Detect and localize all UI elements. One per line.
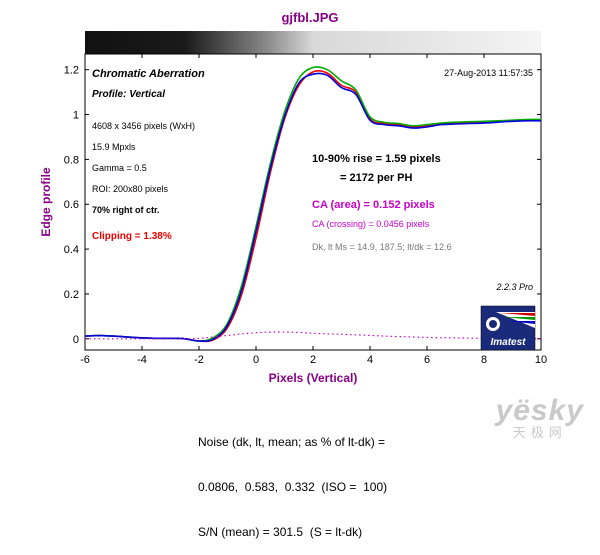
plot-area bbox=[84, 53, 542, 351]
annotation-heading: Chromatic Aberration bbox=[92, 68, 205, 80]
chart-svg: gjfbl.JPG -6 -4 -2 0 2 4 6 8 10 0 0.2 0.4 0.6 0.8 1 1.2… bbox=[39, 10, 547, 385]
annotation-gamma: Gamma = 0.5 bbox=[92, 163, 147, 173]
chart-figure: gjfbl.JPG -6 -4 -2 0 2 4 6 8 10 0 0.2 0.4 0.6 0.8 1 1.2… bbox=[39, 10, 584, 539]
annotation-roi: ROI: 200x80 pixels bbox=[92, 184, 169, 194]
chart-title: gjfbl.JPG bbox=[281, 10, 338, 25]
series-lines bbox=[84, 66, 542, 343]
noise-line-2: 0.0806, 0.583, 0.332 (ISO = 100) bbox=[198, 480, 388, 494]
y-tick-label: 0.4 bbox=[64, 244, 79, 256]
x-tick-label: 2 bbox=[310, 354, 316, 366]
watermark: yësky 天极网 bbox=[496, 396, 584, 440]
y-tick-label: 0 bbox=[73, 334, 79, 346]
noise-block: Noise (dk, lt, mean; as % of lt-dk) = 0.… bbox=[198, 405, 387, 555]
y-tick-label: 0.2 bbox=[64, 289, 79, 301]
logo-text: Imatest bbox=[490, 337, 526, 348]
x-tick-label: 8 bbox=[481, 354, 487, 366]
grayscale-strip bbox=[85, 31, 541, 54]
y-tick-label: 0.8 bbox=[64, 154, 79, 166]
x-axis-label: Pixels (Vertical) bbox=[269, 371, 358, 385]
x-tick-label: 10 bbox=[535, 354, 547, 366]
annotation-clipping: Clipping = 1.38% bbox=[92, 231, 172, 242]
x-tick-label: 4 bbox=[367, 354, 373, 366]
annotation-profile: Profile: Vertical bbox=[92, 89, 165, 100]
x-tick-label: -4 bbox=[137, 354, 147, 366]
annotation-ca-crossing: CA (crossing) = 0.0456 pixels bbox=[312, 219, 430, 229]
imatest-logo: Imatest bbox=[480, 305, 536, 351]
x-tick-label: 6 bbox=[424, 354, 430, 366]
axis-ticks: -6 -4 -2 0 2 4 6 8 10 0 0.2 0.4 0.6 0.8 1 1.2 bbox=[64, 54, 547, 366]
x-tick-label: -6 bbox=[80, 354, 90, 366]
annotation-rise: 10-90% rise = 1.59 pixels bbox=[312, 153, 441, 165]
y-tick-label: 1.2 bbox=[64, 65, 79, 77]
y-tick-label: 1 bbox=[73, 110, 79, 122]
annotation-dims: 4608 x 3456 pixels (WxH) bbox=[92, 121, 195, 131]
annotation-timestamp: 27-Aug-2013 11:57:35 bbox=[444, 68, 533, 78]
y-tick-label: 0.6 bbox=[64, 199, 79, 211]
x-tick-label: 0 bbox=[253, 354, 259, 366]
annotation-position: 70% right of ctr. bbox=[92, 205, 160, 215]
x-tick-label: -2 bbox=[194, 354, 204, 366]
annotation-dk: Dk, lt Ms = 14.9, 187.5; lt/dk = 12.6 bbox=[312, 242, 452, 252]
y-axis-label: Edge profile bbox=[39, 167, 53, 237]
watermark-chinese: 天极网 bbox=[512, 425, 567, 440]
noise-line-1: Noise (dk, lt, mean; as % of lt-dk) = bbox=[198, 435, 386, 449]
noise-line-3: S/N (mean) = 301.5 (S = lt-dk) bbox=[198, 525, 363, 539]
annotation-mpxls: 15.9 Mpxls bbox=[92, 142, 136, 152]
annotation-ca-area: CA (area) = 0.152 pixels bbox=[312, 199, 435, 211]
series-line-blue bbox=[84, 72, 542, 342]
annotation-version: 2.2.3 Pro bbox=[495, 282, 533, 292]
annotation-per-ph: = 2172 per PH bbox=[340, 172, 413, 184]
watermark-brand: yësky bbox=[495, 394, 584, 427]
